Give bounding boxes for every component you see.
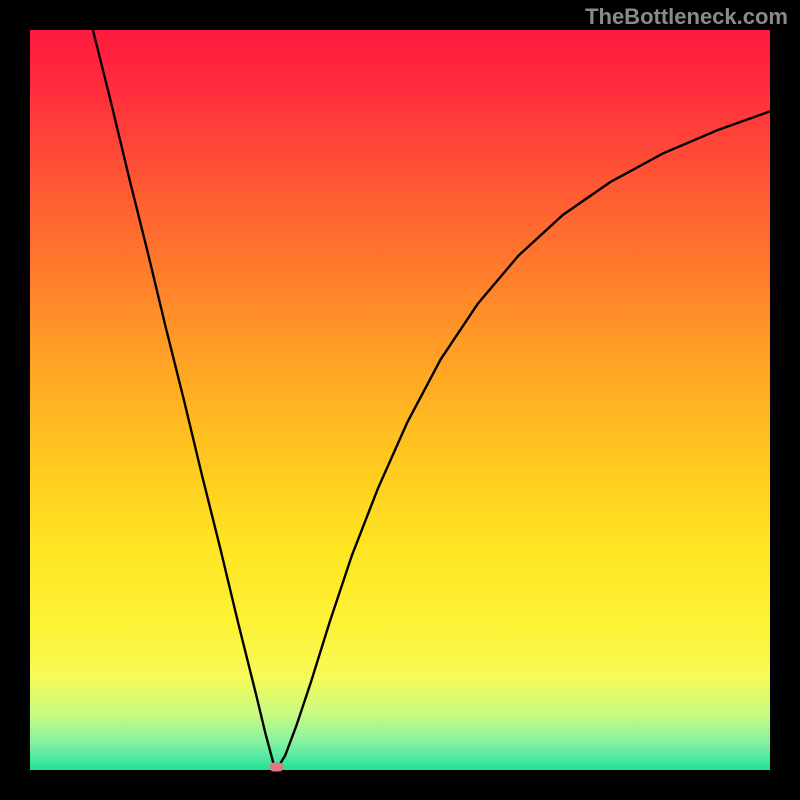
watermark-text: TheBottleneck.com [585,4,788,30]
plot-background [30,30,770,770]
chart-frame: TheBottleneck.com [0,0,800,800]
minimum-marker [269,763,283,772]
bottleneck-chart [0,0,800,800]
